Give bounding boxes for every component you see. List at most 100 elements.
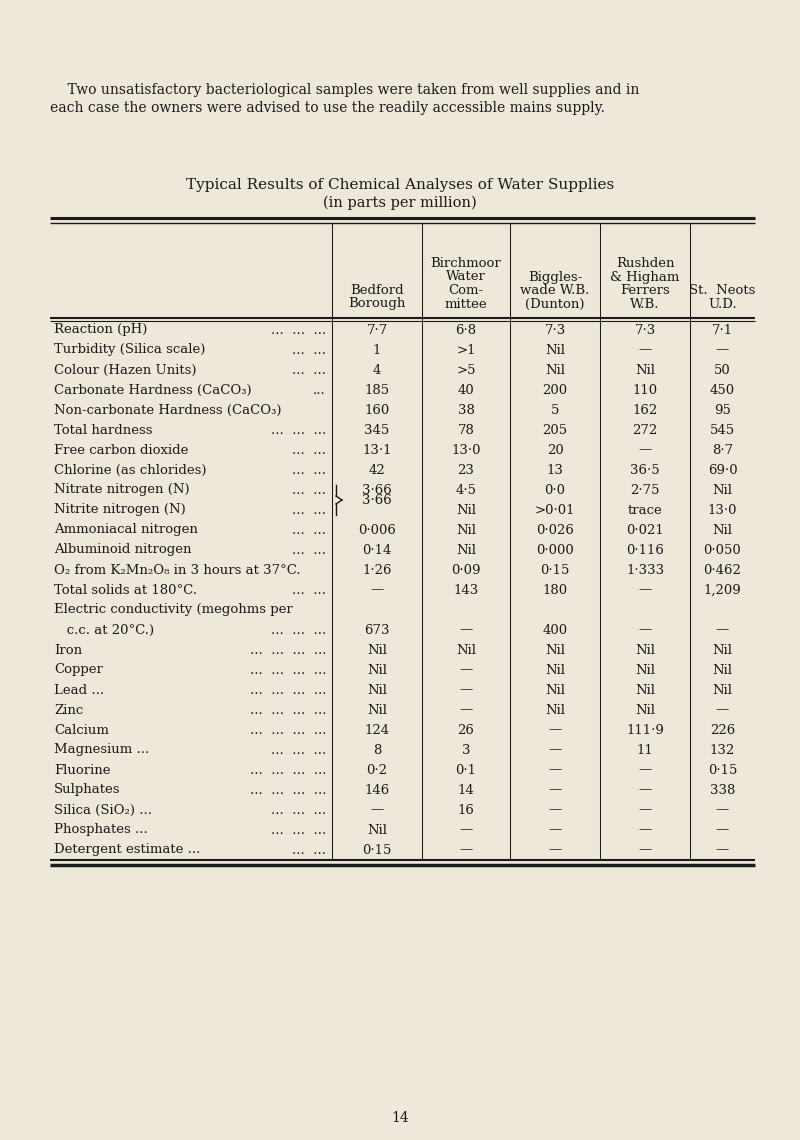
Text: —: — [548,783,562,797]
Text: ...  ...  ...  ...: ... ... ... ... [250,764,326,776]
Text: Nitrite nitrogen (N): Nitrite nitrogen (N) [54,504,186,516]
Text: —: — [459,823,473,837]
Text: Nil: Nil [635,364,655,376]
Text: wade W.B.: wade W.B. [520,284,590,298]
Text: 143: 143 [454,584,478,596]
Text: 0·09: 0·09 [451,563,481,577]
Text: Nil: Nil [456,523,476,537]
Text: —: — [370,584,384,596]
Text: 38: 38 [458,404,474,416]
Text: 160: 160 [364,404,390,416]
Text: St.  Neots: St. Neots [690,284,756,298]
Text: >0·01: >0·01 [534,504,575,516]
Text: ...  ...  ...: ... ... ... [270,423,326,437]
Text: 146: 146 [364,783,390,797]
Text: (Dunton): (Dunton) [526,298,585,310]
Text: (in parts per million): (in parts per million) [323,196,477,210]
Text: 2·75: 2·75 [630,483,660,497]
Text: Nil: Nil [367,823,387,837]
Text: Copper: Copper [54,663,103,676]
Text: 185: 185 [365,383,390,397]
Text: 4·5: 4·5 [455,483,477,497]
Text: —: — [716,343,729,357]
Text: ...  ...: ... ... [292,483,326,497]
Text: 16: 16 [458,804,474,816]
Text: Calcium: Calcium [54,724,109,736]
Text: ...  ...  ...  ...: ... ... ... ... [250,684,326,697]
Text: 205: 205 [542,423,567,437]
Text: Nil: Nil [545,663,565,676]
Text: ...  ...: ... ... [292,464,326,477]
Text: 69·0: 69·0 [708,464,738,477]
Text: 0·050: 0·050 [704,544,742,556]
Text: Com-: Com- [449,284,483,298]
Text: Bedford: Bedford [350,284,404,298]
Text: Carbonate Hardness (CaCO₃): Carbonate Hardness (CaCO₃) [54,383,252,397]
Text: 0·006: 0·006 [358,523,396,537]
Text: Ferrers: Ferrers [620,284,670,298]
Text: 23: 23 [458,464,474,477]
Text: 226: 226 [710,724,735,736]
Text: Detergent estimate ...: Detergent estimate ... [54,844,200,856]
Text: 0·1: 0·1 [455,764,477,776]
Text: Nil: Nil [545,643,565,657]
Text: Zinc: Zinc [54,703,83,717]
Text: —: — [459,844,473,856]
Text: 11: 11 [637,743,654,757]
Text: ...  ...: ... ... [292,544,326,556]
Text: O₂ from K₂Mn₂O₈ in 3 hours at 37°C.: O₂ from K₂Mn₂O₈ in 3 hours at 37°C. [54,563,301,577]
Text: 3·66: 3·66 [362,483,392,497]
Text: 111·9: 111·9 [626,724,664,736]
Text: 0·116: 0·116 [626,544,664,556]
Text: 1: 1 [373,343,381,357]
Text: 13·0: 13·0 [451,443,481,456]
Text: Fluorine: Fluorine [54,764,110,776]
Text: ...  ...: ... ... [292,343,326,357]
Text: 0·2: 0·2 [366,764,387,776]
Text: Nil: Nil [635,703,655,717]
Text: 3·66: 3·66 [362,494,392,506]
Text: Nil: Nil [713,643,733,657]
Text: 132: 132 [710,743,735,757]
Text: Nil: Nil [545,364,565,376]
Text: —: — [716,804,729,816]
Text: Non-carbonate Hardness (CaCO₃): Non-carbonate Hardness (CaCO₃) [54,404,282,416]
Text: —: — [638,804,652,816]
Text: 180: 180 [542,584,567,596]
Text: 78: 78 [458,423,474,437]
Text: 42: 42 [369,464,386,477]
Text: —: — [548,844,562,856]
Text: —: — [370,804,384,816]
Text: Albuminoid nitrogen: Albuminoid nitrogen [54,544,191,556]
Text: 13: 13 [546,464,563,477]
Text: Phosphates ...: Phosphates ... [54,823,148,837]
Text: 50: 50 [714,364,731,376]
Text: ...  ...  ...: ... ... ... [270,324,326,336]
Text: —: — [548,743,562,757]
Text: ...  ...  ...  ...: ... ... ... ... [250,724,326,736]
Text: Nil: Nil [545,684,565,697]
Text: Silica (SiO₂) ...: Silica (SiO₂) ... [54,804,152,816]
Text: 26: 26 [458,724,474,736]
Text: 95: 95 [714,404,731,416]
Text: 1,209: 1,209 [704,584,742,596]
Text: Total hardness: Total hardness [54,423,153,437]
Text: 7·3: 7·3 [544,324,566,336]
Text: —: — [716,844,729,856]
Text: Ammoniacal nitrogen: Ammoniacal nitrogen [54,523,198,537]
Text: ...  ...: ... ... [292,523,326,537]
Text: 6·8: 6·8 [455,324,477,336]
Text: Nil: Nil [367,703,387,717]
Text: 1·333: 1·333 [626,563,664,577]
Text: Sulphates: Sulphates [54,783,121,797]
Text: ...  ...: ... ... [292,844,326,856]
Text: 0·15: 0·15 [362,844,392,856]
Text: 345: 345 [364,423,390,437]
Text: —: — [638,764,652,776]
Text: 7·7: 7·7 [366,324,388,336]
Text: >1: >1 [456,343,476,357]
Text: —: — [548,823,562,837]
Text: Nil: Nil [367,684,387,697]
Text: —: — [638,624,652,636]
Text: ...  ...: ... ... [292,443,326,456]
